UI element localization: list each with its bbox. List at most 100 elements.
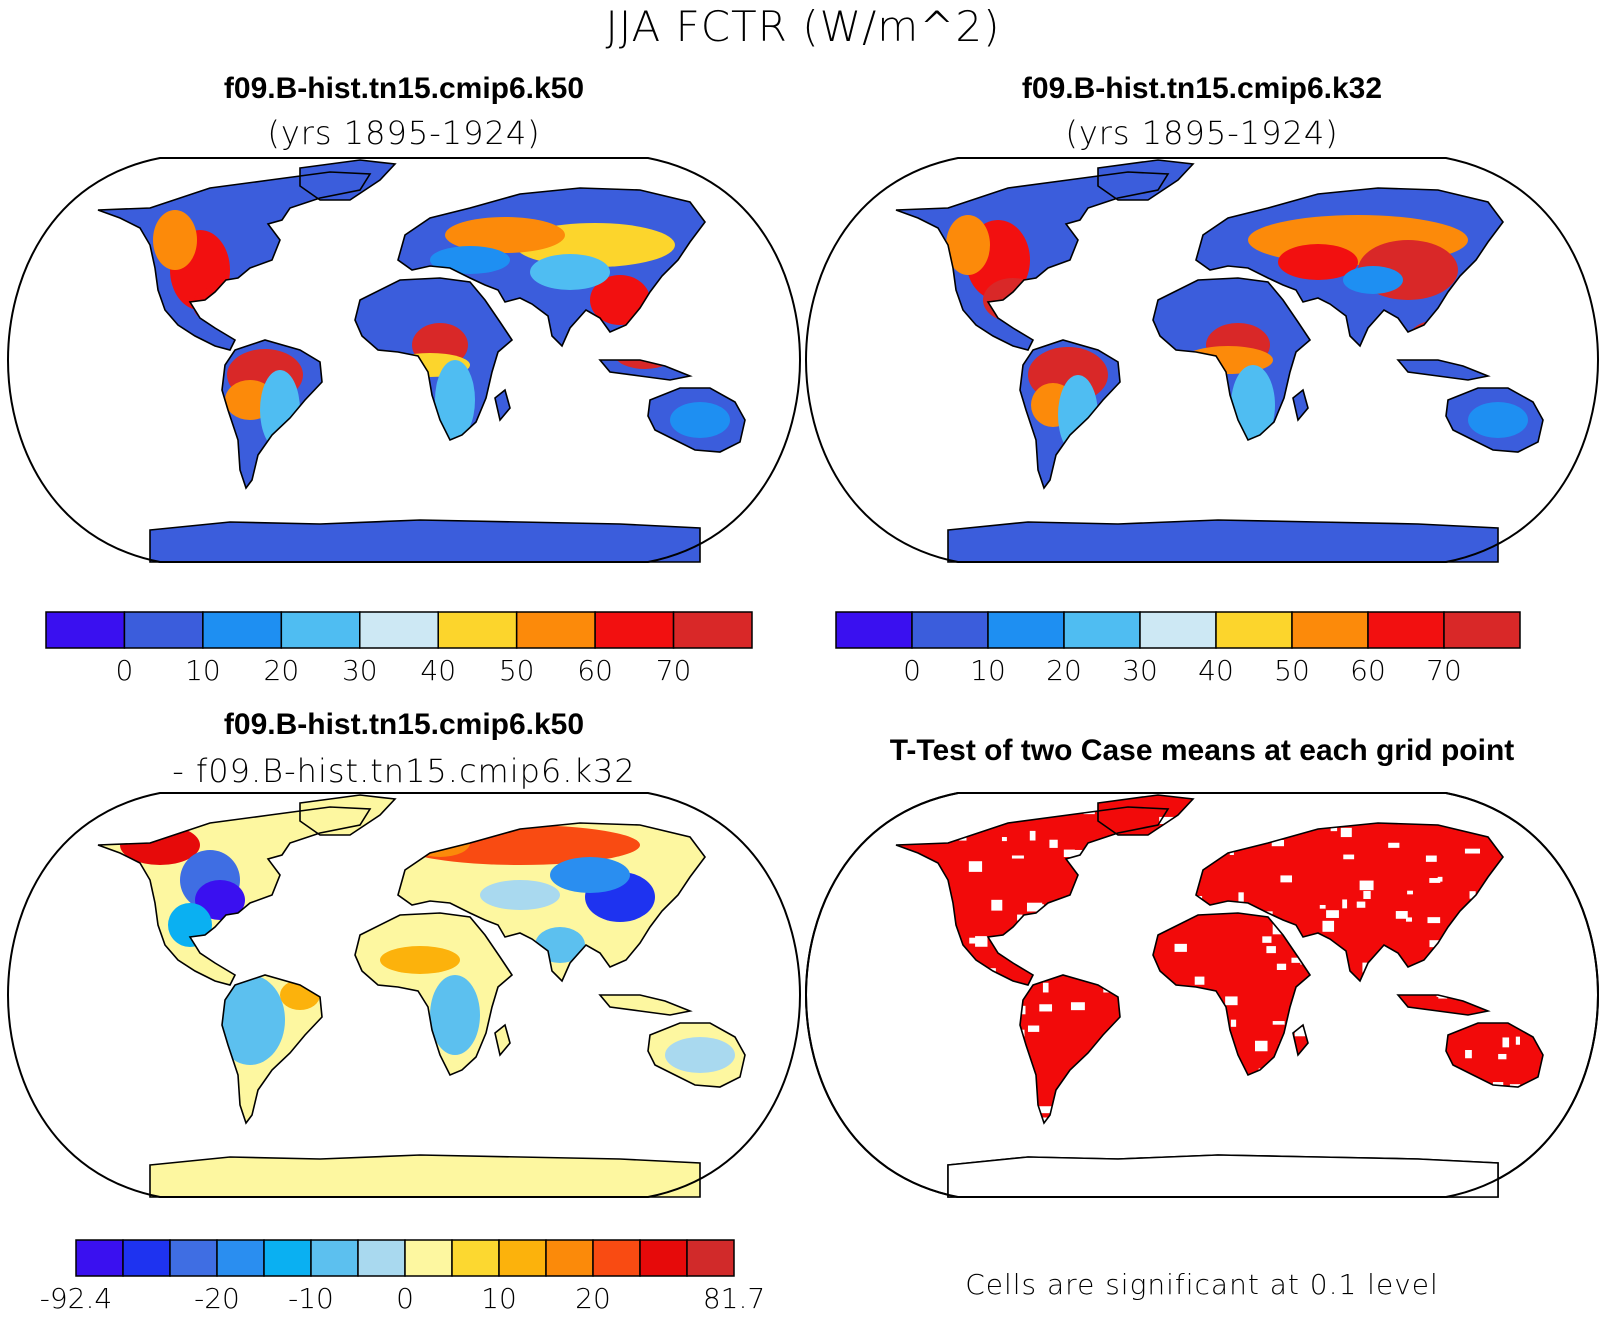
speckle-cell: [899, 912, 914, 917]
colorbar-tick-label: 81.7: [703, 1282, 765, 1315]
speckle-cell: [827, 830, 832, 838]
colorbar-tick-label: 30: [1122, 654, 1158, 687]
speckle-cell: [1513, 998, 1521, 1002]
field-patch-15: [670, 402, 730, 438]
speckle-cell: [1006, 936, 1017, 944]
speckle-cell: [1039, 1004, 1053, 1012]
speckle-cell: [1163, 999, 1176, 1005]
field-patch-13: [380, 946, 460, 974]
speckle-cell: [1515, 1036, 1520, 1045]
colorbar-swatch: [1443, 611, 1521, 649]
speckle-cell: [1029, 830, 1036, 841]
coastline-northAmerica: [895, 171, 1170, 351]
field-patch-10: [480, 880, 560, 910]
speckle-cell: [1363, 1118, 1377, 1130]
colorbar-swatch: [169, 1239, 218, 1277]
speckle-cell: [1266, 946, 1276, 954]
speckle-cell: [1071, 849, 1084, 860]
speckle-cell: [1559, 852, 1570, 861]
speckle-cell: [986, 983, 1002, 990]
colorbar-swatch: [1291, 611, 1369, 649]
field-patch-2: [195, 880, 245, 920]
speckle-cell: [1314, 1091, 1326, 1099]
speckle-cell: [1567, 983, 1580, 988]
field-patch-11: [530, 254, 610, 290]
speckle-cell: [922, 1061, 938, 1072]
speckle-cell: [886, 1004, 895, 1010]
speckle-cell: [1001, 837, 1007, 842]
speckle-cell: [844, 1153, 849, 1158]
speckle-cell: [1144, 1047, 1159, 1054]
colorbar-tick-label: -10: [288, 1282, 334, 1315]
speckle-cell: [1430, 961, 1446, 972]
speckle-cell: [984, 987, 992, 998]
coastline-africa: [354, 912, 514, 1077]
speckle-cell: [1322, 920, 1335, 932]
speckle-cell: [1013, 1005, 1026, 1015]
speckle-cell: [1230, 817, 1241, 828]
colorbar-tick-label: 40: [420, 654, 456, 687]
speckle-cell: [949, 1067, 965, 1072]
speckle-cell: [851, 958, 860, 968]
speckle-cell: [990, 1150, 1005, 1156]
coastline-indonesia: [598, 994, 693, 1016]
speckle-cell: [1371, 985, 1384, 995]
panel-title-bottom-right: T-Test of two Case means at each grid po…: [889, 734, 1515, 767]
map-bottom-left: [6, 792, 802, 1198]
speckle-cell: [1340, 961, 1346, 966]
speckle-cell: [1565, 1170, 1576, 1180]
coastline-australia: [1445, 1022, 1544, 1088]
coastline-southAmerica: [1019, 974, 1121, 1125]
panel-subtitle-top-right: (yrs 1895-1924): [1065, 114, 1339, 152]
speckle-cell: [1267, 1141, 1277, 1152]
speckle-cell: [1042, 982, 1049, 993]
speckle-cell: [1185, 986, 1192, 997]
speckle-cell: [1143, 967, 1149, 971]
coastline-northAmerica: [97, 806, 372, 986]
coastline-northAmerica: [895, 806, 1170, 986]
speckle-cell: [968, 861, 983, 872]
speckle-cell: [1557, 852, 1569, 861]
speckle-cell: [830, 822, 845, 830]
speckle-cell: [1216, 1118, 1231, 1125]
speckle-cell: [1492, 1082, 1504, 1093]
speckle-cell: [1559, 990, 1568, 996]
speckle-cell: [929, 969, 940, 974]
colorbar-swatch: [280, 611, 361, 649]
speckle-cell: [1222, 1142, 1230, 1147]
speckle-cell: [1273, 1131, 1282, 1135]
colorbar-swatch: [594, 611, 675, 649]
speckle-cell: [1341, 1060, 1348, 1071]
speckle-cell: [875, 1101, 884, 1108]
speckle-cell: [1053, 1106, 1069, 1113]
panel-subtitle-bottom-left: - f09.B-hist.tn15.cmip6.k32: [172, 752, 636, 790]
colorbar-swatch: [639, 1239, 688, 1277]
speckle-cell: [903, 818, 911, 830]
speckle-cell: [1452, 982, 1458, 991]
speckle-cell: [1425, 855, 1437, 862]
colorbar-swatch: [216, 1239, 265, 1277]
coastline-eurasia: [1195, 187, 1504, 348]
speckle-cell: [1333, 1007, 1344, 1014]
speckle-cell: [1335, 990, 1348, 1001]
speckle-cell: [1389, 1102, 1404, 1106]
colorbar-tick-label: 0: [116, 654, 134, 687]
speckle-cell: [979, 1006, 995, 1010]
speckle-cell: [1340, 827, 1352, 838]
speckle-cell: [964, 1043, 976, 1052]
speckle-cell: [1465, 1050, 1472, 1059]
coastline-africa: [1152, 277, 1312, 442]
speckle-cell: [906, 1012, 922, 1020]
coastline-southAmerica: [1019, 339, 1121, 490]
speckle-cell: [1203, 1064, 1214, 1069]
coastline-eurasia: [397, 822, 706, 983]
land-indonesia: [1398, 360, 1488, 380]
field-patch-14: [1468, 402, 1528, 438]
speckle-cell: [1033, 944, 1049, 955]
land-indonesia: [1398, 995, 1488, 1015]
colorbar-swatch: [1139, 611, 1217, 649]
speckle-cell: [1359, 880, 1374, 891]
speckle-cell: [1280, 875, 1292, 883]
land-antarctica: [150, 1155, 700, 1197]
coastline-madagascar: [1292, 1023, 1309, 1057]
